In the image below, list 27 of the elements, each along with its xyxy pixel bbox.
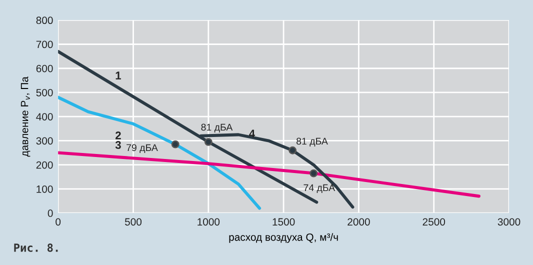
y-tick-label: 200 (36, 161, 53, 169)
annotation: 81 дБА (201, 124, 233, 132)
x-tick-label: 2500 (422, 218, 446, 226)
series-label: 4 (249, 130, 256, 138)
x-tick-label: 1000 (198, 218, 220, 226)
y-tick-label: 500 (36, 88, 53, 96)
y-tick-label: 300 (36, 137, 53, 145)
annotation: 79 дБА (126, 144, 158, 153)
x-tick-label: 3000 (498, 218, 520, 226)
x-tick-label: 0 (56, 218, 61, 226)
y-tick-label: 600 (36, 64, 53, 72)
y-tick-label: 400 (36, 113, 53, 120)
annotation: 81 дБА (296, 138, 328, 146)
series-label: 3 (115, 141, 121, 149)
y-tick-label: 800 (36, 16, 53, 24)
annotation: 74 дБА (304, 184, 336, 193)
y-tick-label: 0 (48, 210, 53, 217)
series-label: 2 (116, 132, 121, 140)
x-tick-label: 500 (124, 218, 142, 226)
series-label: 1 (116, 72, 121, 80)
y-axis-title: давление P$_{v}$, Па (20, 76, 30, 157)
x-axis-title: расход воздуха Q, м³/ч (229, 233, 338, 243)
x-tick-label: 2000 (348, 218, 370, 226)
y-tick-label: 700 (36, 40, 53, 48)
y-tick-label: 100 (36, 185, 53, 193)
text: Рис. 8. (14, 244, 58, 252)
x-tick-label: 1500 (272, 218, 295, 226)
